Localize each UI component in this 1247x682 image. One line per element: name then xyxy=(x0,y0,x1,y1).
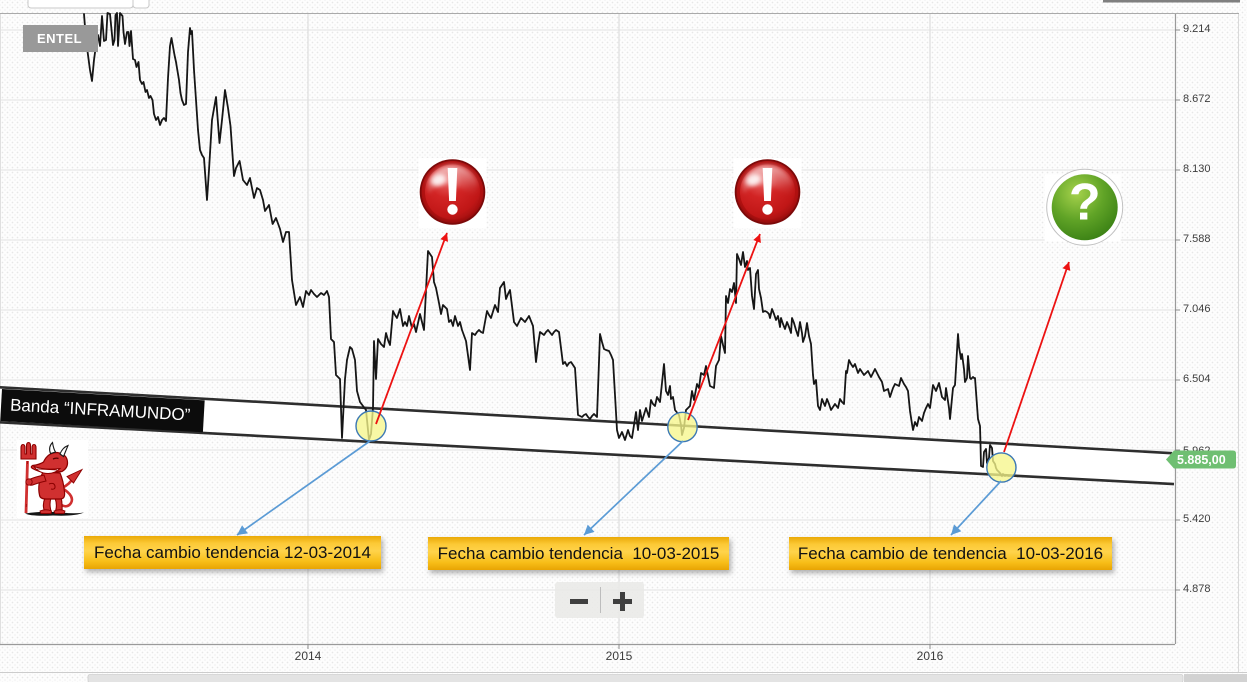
svg-text:5.885,00: 5.885,00 xyxy=(1177,453,1226,467)
svg-text:?: ? xyxy=(1069,173,1101,231)
